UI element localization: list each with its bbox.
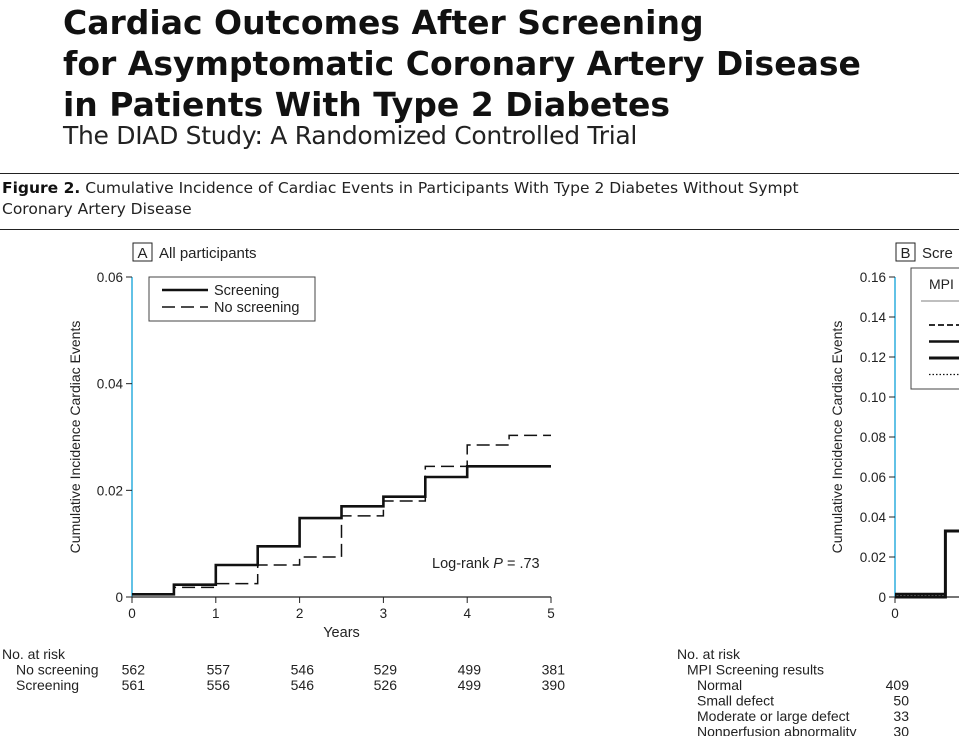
risk-table-value: 390 <box>542 677 566 693</box>
risk-table-row-label: Nonperfusion abnormality <box>697 724 857 736</box>
x-tick-label: 3 <box>380 606 388 621</box>
caption-top-rule <box>0 173 959 174</box>
legend-entry: Screening <box>214 283 279 299</box>
legend-box <box>910 267 959 390</box>
y-axis-label: Cumulative Incidence Cardiac Events <box>67 321 83 554</box>
risk-table-value: 556 <box>207 677 231 693</box>
y-tick-label: 0.06 <box>97 270 123 285</box>
panel-letter: A <box>137 245 147 262</box>
risk-table-value: 526 <box>374 677 398 693</box>
title-line: in Patients With Type 2 Diabetes <box>63 85 671 124</box>
risk-table-value: 561 <box>122 677 146 693</box>
y-tick-label: 0.06 <box>860 470 886 485</box>
caption-bottom-rule <box>0 229 959 230</box>
legend-title: MPI <box>929 276 954 292</box>
legend-entry: No screening <box>214 300 299 316</box>
risk-table-row-label: Moderate or large defect <box>697 708 850 724</box>
risk-table-row-label: Screening <box>16 677 79 693</box>
title-line: Cardiac Outcomes After Screening <box>63 3 704 42</box>
panel-b: B Scre 0 0.02 0.04 0.06 0.08 0.10 0.12 0.14 0.16 0 C… <box>677 242 959 736</box>
risk-table-value: 557 <box>207 662 231 678</box>
risk-table-row-label: Small defect <box>697 693 774 709</box>
panel-letter: B <box>900 245 910 262</box>
y-tick-label: 0.10 <box>860 390 886 405</box>
risk-table-value: 546 <box>291 677 315 693</box>
risk-table-heading: No. at risk <box>2 646 66 662</box>
log-rank-annotation: Log-rank P = .73 <box>432 556 540 572</box>
risk-table-value: 409 <box>886 677 910 693</box>
y-tick-label: 0.14 <box>860 310 887 325</box>
risk-table-value: 499 <box>458 662 482 678</box>
panel-title: Scre <box>922 245 953 262</box>
article-subtitle: The DIAD Study: A Randomized Controlled … <box>63 121 638 150</box>
series-line-screening <box>132 465 551 596</box>
x-tick-label: 5 <box>547 606 555 621</box>
risk-table-value: 546 <box>291 662 315 678</box>
y-tick-label: 0.08 <box>860 430 886 445</box>
legend-box <box>148 276 316 322</box>
y-tick-label: 0.04 <box>860 510 887 525</box>
article-title: Cardiac Outcomes After Screening for Asy… <box>63 2 861 125</box>
title-line: for Asymptomatic Coronary Artery Disease <box>63 44 861 83</box>
y-tick-label: 0.02 <box>860 550 886 565</box>
panel-letter-box <box>132 242 153 262</box>
y-tick-label: 0.12 <box>860 350 886 365</box>
risk-table-value: 562 <box>122 662 146 678</box>
x-axis-label: Years <box>323 625 360 641</box>
risk-table-value: 499 <box>458 677 482 693</box>
risk-table-row-label: No screening <box>16 662 99 678</box>
risk-table-value: 50 <box>893 693 909 709</box>
caption-text-line1: Cumulative Incidence of Cardiac Events i… <box>85 179 799 197</box>
x-tick-label: 4 <box>463 606 471 621</box>
series-line-no-screening <box>132 434 551 596</box>
y-tick-label: 0 <box>878 590 886 605</box>
annotation-p-symbol: P <box>493 556 503 572</box>
risk-table-value: 33 <box>893 708 909 724</box>
y-axis-label: Cumulative Incidence Cardiac Events <box>829 321 845 554</box>
risk-table-subheading: MPI Screening results <box>687 662 824 678</box>
caption-text-line2: Coronary Artery Disease <box>2 200 192 218</box>
risk-table-value: 381 <box>542 662 566 678</box>
y-tick-label: 0.02 <box>97 483 123 498</box>
figure-caption: Figure 2. Cumulative Incidence of Cardia… <box>2 178 959 220</box>
x-tick-label: 0 <box>891 606 899 621</box>
risk-table-row-label: Normal <box>697 677 742 693</box>
x-tick-label: 0 <box>128 606 136 621</box>
y-tick-label: 0.04 <box>97 377 124 392</box>
x-tick-label: 2 <box>296 606 304 621</box>
panel-title: All participants <box>159 245 257 262</box>
y-tick-label: 0.16 <box>860 270 886 285</box>
figure-panels: A All participants 0 0.02 0.04 0.06 0 1 2 3 4 5 Year… <box>2 242 959 736</box>
panel-letter-box <box>895 242 916 262</box>
risk-table-value: 529 <box>374 662 398 678</box>
risk-table-value: 30 <box>893 724 909 736</box>
series-line <box>895 529 959 599</box>
risk-table-heading: No. at risk <box>677 646 741 662</box>
panel-a: A All participants 0 0.02 0.04 0.06 0 1 2 3 4 5 Year… <box>2 242 566 693</box>
annotation-text: Log-rank <box>432 556 493 572</box>
x-tick-label: 1 <box>212 606 220 621</box>
y-tick-label: 0 <box>115 590 123 605</box>
figure-label: Figure 2. <box>2 179 81 197</box>
annotation-value: = .73 <box>503 556 540 572</box>
